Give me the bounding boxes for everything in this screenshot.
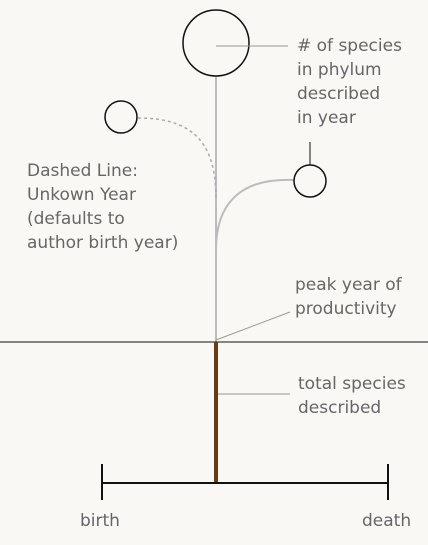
dashed-branch [137,117,217,201]
death-label: death [362,511,412,531]
dashed-line-label: Dashed Line: Unkown Year (defaults to au… [27,161,179,253]
species-per-phylum-label: # of species in phylum described in year [297,36,402,128]
solid-branch [215,178,295,251]
small-circle-right [293,164,327,198]
large-species-circle [182,9,250,77]
leader-peak [215,311,291,341]
small-circle-left [104,100,138,134]
peak-year-label: peak year of productivity [295,275,402,319]
birth-label: birth [80,511,120,531]
total-species-label: total species described [298,374,406,418]
